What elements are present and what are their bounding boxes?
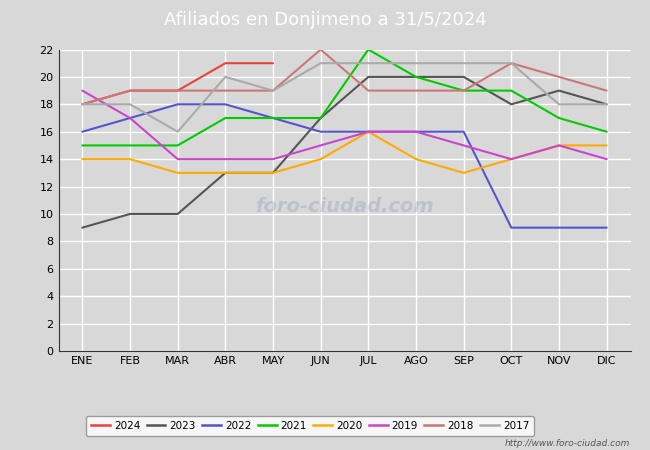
Text: foro-ciudad.com: foro-ciudad.com	[255, 197, 434, 216]
Text: Afiliados en Donjimeno a 31/5/2024: Afiliados en Donjimeno a 31/5/2024	[164, 11, 486, 29]
Legend: 2024, 2023, 2022, 2021, 2020, 2019, 2018, 2017: 2024, 2023, 2022, 2021, 2020, 2019, 2018…	[86, 416, 534, 436]
Text: http://www.foro-ciudad.com: http://www.foro-ciudad.com	[505, 439, 630, 448]
